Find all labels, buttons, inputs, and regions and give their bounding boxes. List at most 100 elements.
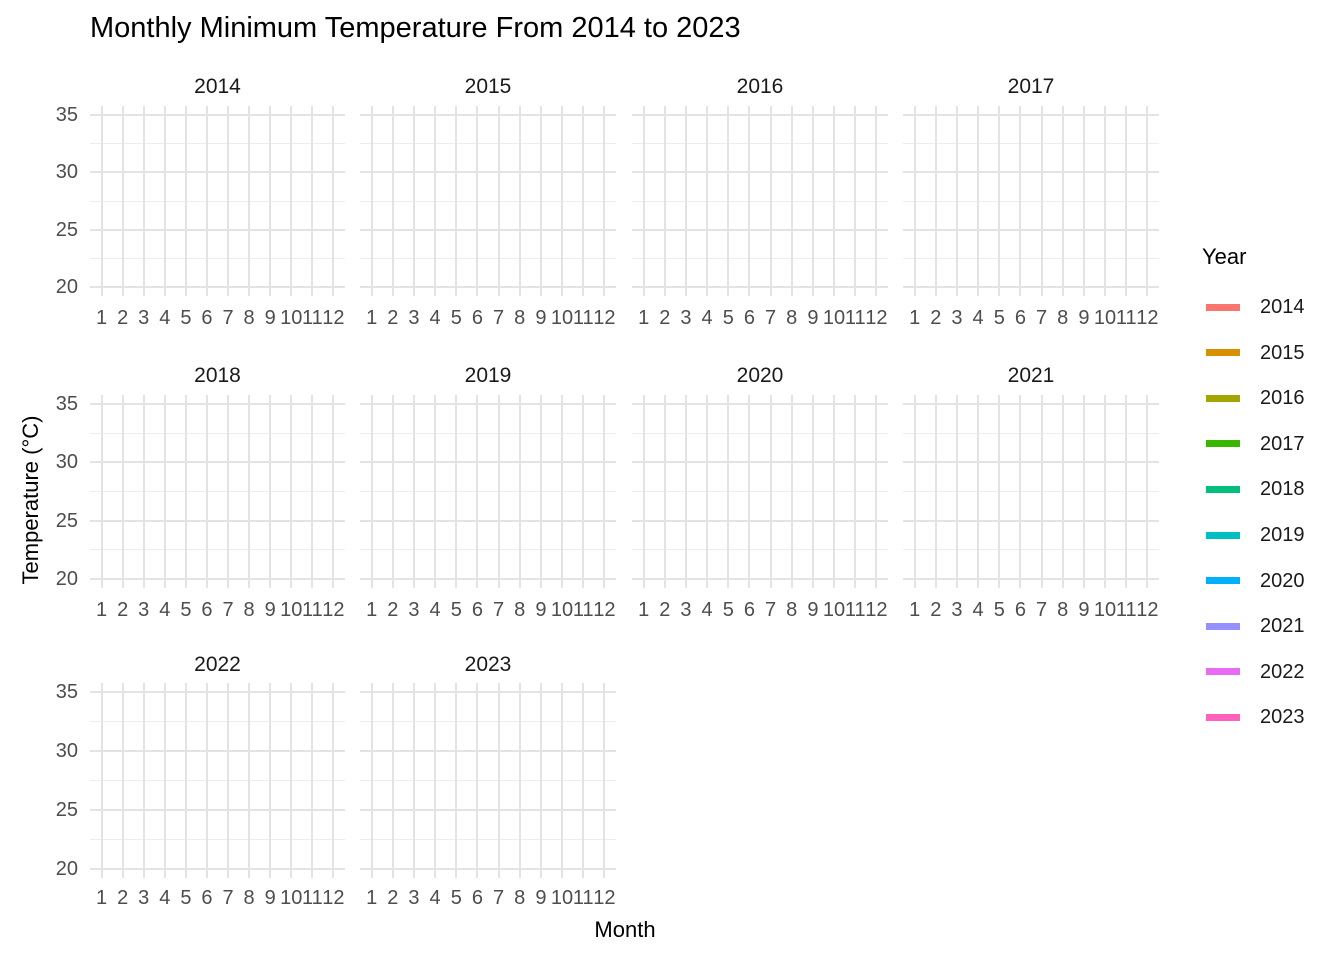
- x-tick-label: 3: [138, 599, 150, 621]
- facet-panel: [360, 395, 616, 588]
- x-tick-label: 5: [993, 599, 1005, 621]
- gridline-major-vertical: [476, 683, 479, 878]
- x-tick-label: 12: [865, 599, 888, 621]
- gridline-major-vertical: [998, 395, 1001, 588]
- gridline-major-vertical: [769, 106, 772, 296]
- x-tick-label: 2: [659, 599, 671, 621]
- gridline-major-vertical: [455, 106, 458, 296]
- y-tick-label: 25: [55, 509, 78, 532]
- legend-label: 2015: [1260, 341, 1305, 364]
- x-tick-label: 12: [322, 887, 345, 909]
- gridline-major-vertical: [100, 683, 103, 878]
- x-tick-label: 7: [765, 307, 777, 329]
- gridline-major-vertical: [727, 106, 730, 296]
- gridline-minor-horizontal: [360, 432, 616, 434]
- legend-key-line: [1206, 577, 1240, 585]
- gridline-major-vertical: [269, 395, 272, 588]
- x-tick-label: 4: [701, 307, 713, 329]
- x-tick-label: 11: [844, 307, 866, 329]
- gridline-major-vertical: [1146, 106, 1149, 296]
- x-tick-label: 8: [243, 307, 255, 329]
- gridline-major-vertical: [184, 683, 187, 878]
- gridline-major-vertical: [663, 106, 666, 296]
- gridline-minor-horizontal: [632, 549, 888, 551]
- gridline-major-vertical: [706, 395, 709, 588]
- gridline-major-vertical: [790, 106, 793, 296]
- x-tick-label: 6: [1014, 599, 1026, 621]
- x-tick-label: 10: [550, 307, 574, 329]
- y-tick-label: 30: [55, 451, 78, 474]
- x-tick-label: 3: [408, 599, 420, 621]
- gridline-major-vertical: [455, 683, 458, 878]
- gridline-major-vertical: [391, 106, 394, 296]
- gridline-major-vertical: [1082, 395, 1085, 588]
- x-tick-label: 8: [786, 599, 798, 621]
- x-tick-label: 2: [387, 307, 399, 329]
- gridline-major-vertical: [184, 395, 187, 588]
- gridline-major-horizontal: [360, 690, 616, 693]
- gridline-major-vertical: [955, 395, 958, 588]
- gridline-major-horizontal: [903, 228, 1159, 231]
- x-tick-label: 11: [301, 887, 323, 909]
- facet-panel: [360, 106, 616, 296]
- x-tick-label: 1: [909, 599, 921, 621]
- x-tick-label: 3: [951, 599, 963, 621]
- x-tick-label: 9: [1078, 307, 1090, 329]
- legend-label: 2019: [1260, 524, 1305, 546]
- gridline-major-horizontal: [90, 578, 345, 581]
- x-tick-label: 9: [807, 307, 819, 329]
- x-tick-label: 4: [159, 599, 171, 621]
- gridline-major-vertical: [163, 683, 166, 878]
- x-tick-label: 1: [366, 887, 378, 909]
- x-tick-label: 9: [264, 307, 276, 329]
- gridline-major-vertical: [311, 683, 314, 878]
- gridline-major-vertical: [769, 395, 772, 588]
- gridline-major-vertical: [476, 395, 479, 588]
- gridline-minor-horizontal: [360, 200, 616, 202]
- gridline-minor-horizontal: [903, 200, 1159, 202]
- gridline-major-vertical: [476, 106, 479, 296]
- legend-label: 2023: [1260, 706, 1305, 729]
- x-tick-label: 6: [471, 599, 483, 621]
- gridline-major-horizontal: [632, 578, 888, 581]
- gridline-major-horizontal: [360, 578, 616, 581]
- gridline-major-horizontal: [632, 228, 888, 231]
- x-tick-label: 7: [1036, 599, 1048, 621]
- gridline-major-vertical: [290, 683, 293, 878]
- gridline-major-vertical: [370, 683, 373, 878]
- gridline-major-vertical: [412, 106, 415, 296]
- gridline-major-vertical: [1125, 395, 1128, 588]
- x-tick-label: 10: [280, 599, 303, 621]
- gridline-major-vertical: [290, 395, 293, 588]
- x-tick-label: 9: [535, 887, 547, 909]
- x-tick-label: 7: [1036, 307, 1048, 329]
- gridline-minor-horizontal: [90, 549, 345, 551]
- gridline-major-vertical: [184, 106, 187, 296]
- gridline-minor-horizontal: [632, 491, 888, 492]
- gridline-minor-horizontal: [90, 839, 345, 841]
- x-tick-label: 1: [366, 307, 378, 329]
- gridline-minor-horizontal: [903, 142, 1159, 144]
- facet-strip-label: 2016: [736, 75, 784, 98]
- gridline-major-vertical: [663, 395, 666, 588]
- gridline-major-vertical: [163, 106, 166, 296]
- x-tick-label: 8: [1057, 307, 1069, 329]
- legend-key-line: [1206, 531, 1240, 539]
- gridline-minor-horizontal: [632, 258, 888, 260]
- x-tick-label: 6: [743, 307, 755, 329]
- gridline-major-vertical: [642, 395, 645, 588]
- gridline-major-vertical: [332, 683, 335, 878]
- gridline-major-vertical: [1040, 395, 1043, 588]
- gridline-major-vertical: [227, 683, 230, 878]
- x-tick-label: 3: [680, 599, 692, 621]
- gridline-major-vertical: [998, 106, 1001, 296]
- gridline-major-horizontal: [903, 578, 1159, 581]
- gridline-major-horizontal: [90, 690, 345, 693]
- x-tick-label: 4: [429, 887, 441, 909]
- x-tick-label: 7: [222, 887, 234, 909]
- gridline-major-vertical: [391, 683, 394, 878]
- gridline-major-vertical: [1104, 106, 1107, 296]
- x-tick-label: 7: [765, 599, 777, 621]
- gridline-major-horizontal: [90, 749, 345, 752]
